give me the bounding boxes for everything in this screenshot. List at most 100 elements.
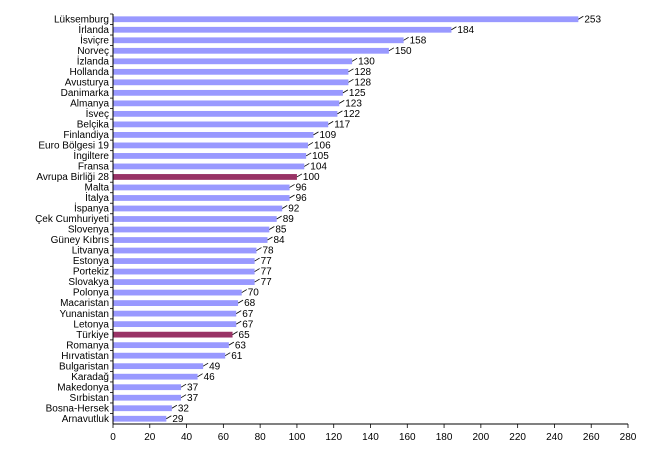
value-label: 96 xyxy=(296,193,308,204)
category-label: Letonya xyxy=(73,319,109,330)
x-tick-label: 180 xyxy=(436,432,453,443)
value-label: 49 xyxy=(209,361,221,372)
x-tick-label: 100 xyxy=(289,432,306,443)
bar xyxy=(113,47,389,54)
bar xyxy=(113,279,255,285)
bar xyxy=(113,26,452,33)
bar xyxy=(113,268,255,275)
value-leader-line xyxy=(276,215,282,220)
category-label: Romanya xyxy=(66,340,109,351)
value-label: 78 xyxy=(262,246,274,257)
bar xyxy=(113,373,198,380)
bar xyxy=(113,174,297,180)
value-label: 37 xyxy=(187,382,199,393)
category-label: Macaristan xyxy=(60,298,109,309)
value-leader-line xyxy=(180,383,187,388)
x-tick-label: 80 xyxy=(255,432,267,443)
x-tick-label: 60 xyxy=(218,432,230,443)
bar xyxy=(113,342,229,349)
value-leader-line xyxy=(348,68,354,73)
bar xyxy=(113,121,329,128)
x-ticks-group: 0 20 40 60 80 100 120 140 160 180 200 220 240 260 280 xyxy=(110,424,637,443)
category-label: Lüksemburg xyxy=(54,14,109,25)
category-label: İtalya xyxy=(85,191,109,204)
category-label: Litvanya xyxy=(72,246,110,257)
bar xyxy=(113,237,268,243)
value-label: 150 xyxy=(395,46,412,57)
value-leader-line xyxy=(180,394,187,399)
value-leader-line xyxy=(451,26,457,31)
value-leader-line xyxy=(254,268,260,272)
value-leader-line xyxy=(224,352,231,357)
value-label: 85 xyxy=(275,225,287,236)
value-label: 61 xyxy=(231,351,243,362)
x-tick-label: 220 xyxy=(509,432,526,443)
value-leader-line xyxy=(327,121,334,125)
value-label: 46 xyxy=(204,372,216,383)
bar xyxy=(113,132,314,138)
value-label: 117 xyxy=(334,120,350,131)
category-label: Belçika xyxy=(77,120,110,131)
value-label: 109 xyxy=(319,130,336,141)
category-label: Slovenya xyxy=(68,225,110,236)
value-label: 67 xyxy=(242,309,254,320)
bar xyxy=(113,363,204,370)
category-label: Hollanda xyxy=(70,67,110,78)
value-label: 84 xyxy=(274,235,286,246)
value-leader-line xyxy=(236,310,242,314)
bar xyxy=(113,153,307,159)
category-label: Malta xyxy=(85,183,110,194)
bar xyxy=(113,352,226,359)
bar xyxy=(113,195,290,201)
value-leader-line xyxy=(578,15,584,20)
category-label: Avusturya xyxy=(65,77,110,88)
value-label: 65 xyxy=(239,330,251,341)
value-label: 123 xyxy=(345,98,362,109)
value-label: 122 xyxy=(343,109,360,120)
value-leader-line xyxy=(166,415,172,420)
x-tick-label: 280 xyxy=(620,432,637,443)
value-leader-line xyxy=(337,110,343,115)
category-label: Hırvatistan xyxy=(61,351,109,362)
value-label: 158 xyxy=(410,35,427,46)
value-label: 37 xyxy=(187,393,199,404)
bar xyxy=(113,247,257,254)
value-label: 63 xyxy=(235,340,247,351)
bar xyxy=(113,405,172,412)
category-label: Danimarka xyxy=(61,88,110,99)
bars-group xyxy=(113,16,579,422)
value-leader-line xyxy=(267,236,273,241)
category-label: Bulgaristan xyxy=(59,361,109,372)
value-label: 92 xyxy=(288,204,300,215)
category-label: Makedonya xyxy=(57,382,109,393)
value-leader-line xyxy=(256,247,262,251)
value-label: 96 xyxy=(296,183,308,194)
value-label: 77 xyxy=(261,277,273,288)
bar xyxy=(113,37,404,44)
bar xyxy=(113,300,239,306)
category-label: İngiltere xyxy=(73,149,109,162)
bar xyxy=(113,89,343,96)
value-label: 70 xyxy=(248,288,260,299)
value-leader-line xyxy=(228,341,235,346)
bar xyxy=(113,226,270,233)
value-label: 253 xyxy=(584,14,601,25)
bar xyxy=(113,184,290,191)
value-leader-line xyxy=(282,205,288,209)
value-leader-line xyxy=(351,57,358,62)
value-leader-line xyxy=(289,184,295,188)
value-leader-line xyxy=(342,89,349,94)
category-labels-group: LüksemburgİrlandaİsviçreNorveçİzlandaHol… xyxy=(35,14,110,424)
value-leader-line xyxy=(254,278,260,283)
category-label: Bosna-Hersek xyxy=(46,403,110,414)
value-label: 67 xyxy=(242,319,254,330)
category-label: Türkiye xyxy=(76,330,109,341)
x-tick-label: 20 xyxy=(144,432,156,443)
value-label: 105 xyxy=(312,151,329,162)
value-leader-line xyxy=(269,226,275,230)
category-label: Euro Bölgesi 19 xyxy=(38,141,109,152)
x-tick-label: 240 xyxy=(546,432,563,443)
category-label: Finlandiya xyxy=(63,130,109,141)
value-leader-line xyxy=(388,47,395,52)
value-label: 125 xyxy=(349,88,366,99)
